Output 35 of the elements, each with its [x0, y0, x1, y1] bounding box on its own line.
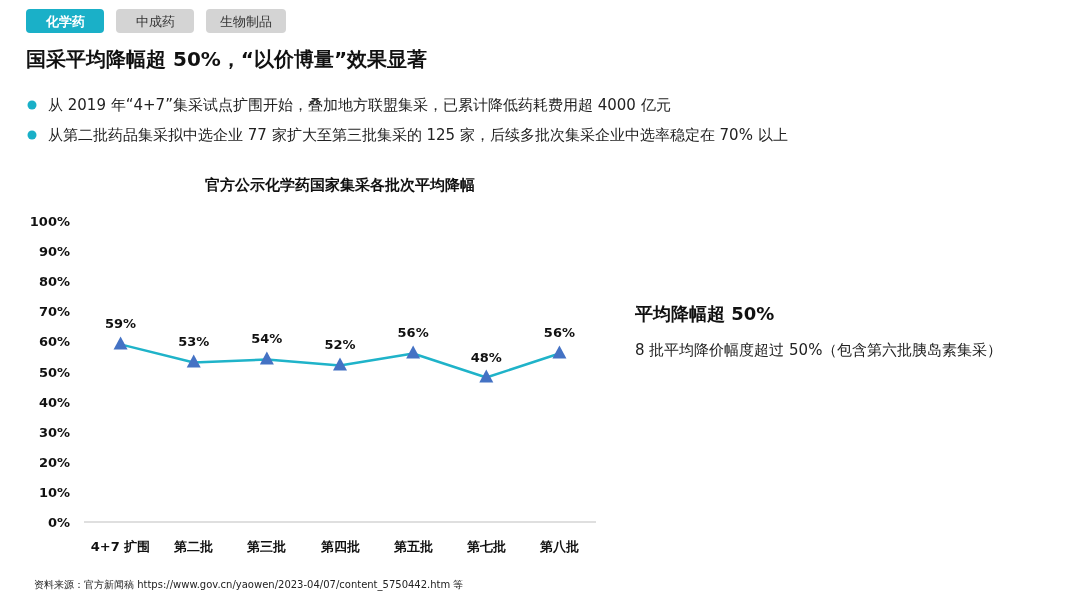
- x-tick-label: 第五批: [392, 539, 433, 554]
- data-label: 54%: [251, 331, 283, 347]
- x-tick-label: 4+7 扩围: [90, 539, 151, 554]
- text: 从 2019 年“4+7”集采试点扩围开始，叠加地方联盟集采，已累计降低药耗费用超 4000 亿元: [48, 96, 671, 114]
- x-tick-label: 第二批: [173, 539, 214, 554]
- y-tick-label: 30%: [38, 424, 70, 440]
- text: 化学药: [44, 14, 85, 29]
- y-tick-label: 40%: [38, 394, 70, 410]
- y-tick-label: 100%: [29, 214, 70, 229]
- text: 中成药: [135, 14, 175, 29]
- x-tick-label: 第七批: [465, 539, 506, 554]
- data-label: 56%: [397, 325, 429, 341]
- text: 从第二批药品集采拟中选企业 77 家扩大至第三批集采的 125 家，后续多批次集采企业中选率稳定在 70% 以上: [48, 126, 788, 144]
- y-tick-label: 90%: [38, 244, 70, 260]
- text: 资料来源：官方新闻稿 https://www.gov.cn/yaowen/2023-04/07/content_5750442.htm 等: [34, 579, 464, 591]
- y-tick-label: 60%: [38, 334, 70, 350]
- text: 生物制品: [220, 14, 272, 29]
- y-tick-label: 70%: [38, 304, 70, 320]
- y-tick-label: 50%: [38, 364, 70, 380]
- data-label: 48%: [470, 349, 502, 365]
- chart-title: 官方公示化学药国家集采各批次平均降幅: [205, 176, 475, 194]
- text: 平均降幅超 50%: [634, 303, 775, 324]
- y-tick-label: 20%: [38, 454, 70, 470]
- text: 8 批平均降价幅度超过 50%（包含第六批胰岛素集采）: [635, 341, 1003, 359]
- y-tick-label: 10%: [38, 484, 70, 500]
- y-tick-label: 0%: [47, 515, 70, 530]
- data-label: 53%: [178, 334, 210, 350]
- data-label: 59%: [105, 316, 137, 332]
- y-tick-label: 80%: [38, 274, 70, 290]
- text: 国采平均降幅超 50%，“以价博量”效果显著: [26, 47, 428, 71]
- data-label: 56%: [543, 325, 575, 341]
- data-label: 52%: [324, 337, 356, 353]
- x-tick-label: 第八批: [538, 539, 579, 554]
- x-tick-label: 第三批: [246, 539, 287, 554]
- x-tick-label: 第四批: [319, 539, 360, 554]
